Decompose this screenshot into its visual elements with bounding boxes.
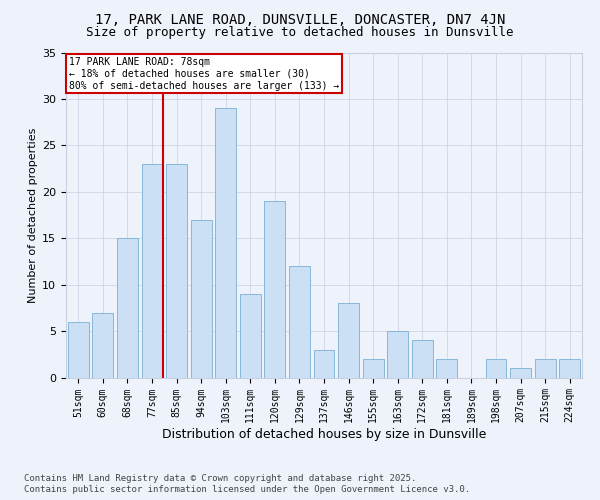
Bar (436, 359, 457, 378)
Bar (412, 340, 433, 378)
Bar (265, 201, 286, 378)
Text: 17, PARK LANE ROAD, DUNSVILLE, DONCASTER, DN7 4JN: 17, PARK LANE ROAD, DUNSVILLE, DONCASTER… (95, 12, 505, 26)
Bar (314, 350, 334, 378)
Bar (117, 238, 138, 378)
Bar (215, 108, 236, 378)
Text: 17 PARK LANE ROAD: 78sqm
← 18% of detached houses are smaller (30)
80% of semi-d: 17 PARK LANE ROAD: 78sqm ← 18% of detach… (68, 58, 339, 90)
Bar (559, 359, 580, 378)
Bar (166, 164, 187, 378)
Text: Contains HM Land Registry data © Crown copyright and database right 2025.
Contai: Contains HM Land Registry data © Crown c… (24, 474, 470, 494)
Y-axis label: Number of detached properties: Number of detached properties (28, 128, 38, 302)
Bar (535, 359, 556, 378)
Bar (289, 266, 310, 378)
Bar (338, 303, 359, 378)
Bar (92, 312, 113, 378)
X-axis label: Distribution of detached houses by size in Dunsville: Distribution of detached houses by size … (162, 428, 486, 441)
Bar (191, 220, 212, 378)
Bar (362, 359, 383, 378)
Bar (68, 322, 89, 378)
Bar (240, 294, 261, 378)
Bar (510, 368, 531, 378)
Bar (142, 164, 163, 378)
Bar (485, 359, 506, 378)
Text: Size of property relative to detached houses in Dunsville: Size of property relative to detached ho… (86, 26, 514, 39)
Bar (387, 331, 408, 378)
